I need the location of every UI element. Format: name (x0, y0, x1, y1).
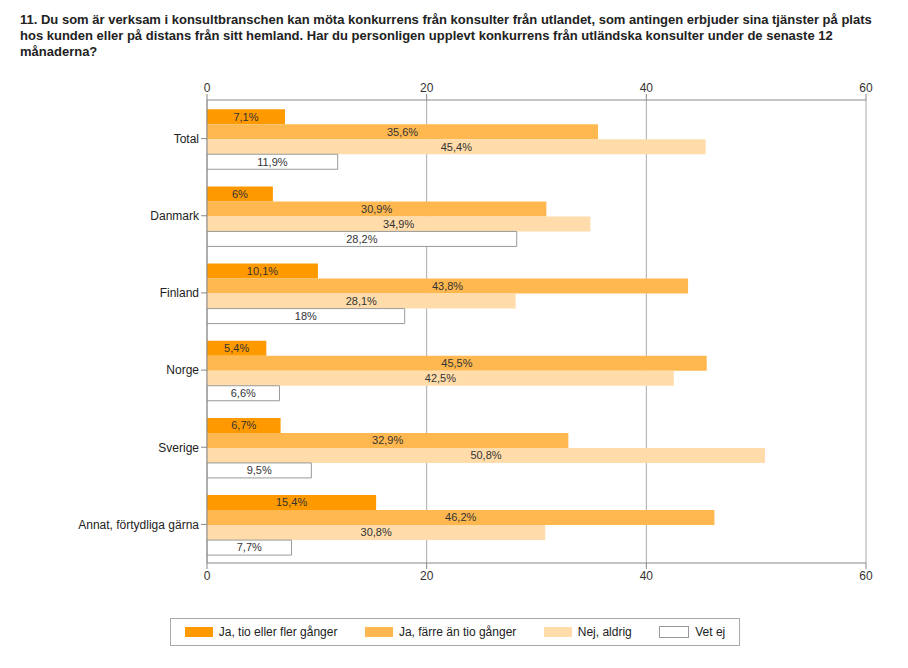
svg-text:5,4%: 5,4% (224, 342, 249, 354)
svg-text:45,4%: 45,4% (441, 141, 472, 153)
svg-text:Finland: Finland (160, 286, 199, 300)
svg-text:11,9%: 11,9% (257, 156, 288, 168)
svg-text:0: 0 (204, 569, 211, 583)
svg-text:30,8%: 30,8% (361, 526, 392, 538)
svg-text:42,5%: 42,5% (425, 372, 456, 384)
svg-text:46,2%: 46,2% (445, 511, 476, 523)
svg-text:45,5%: 45,5% (441, 357, 472, 369)
svg-text:6,7%: 6,7% (231, 419, 256, 431)
svg-text:32,9%: 32,9% (372, 434, 403, 446)
html-text:Ja, tio eller fler gånger: Ja, tio eller fler gånger (218, 625, 338, 639)
svg-text:18%: 18% (295, 310, 317, 322)
svg-text:Total: Total (174, 132, 199, 146)
svg-text:Norge: Norge (166, 363, 199, 377)
svg-text:20: 20 (420, 81, 434, 95)
svg-text:50,8%: 50,8% (470, 449, 501, 461)
svg-text:28,2%: 28,2% (346, 233, 377, 245)
svg-text:40: 40 (640, 569, 654, 583)
svg-text:0: 0 (204, 81, 211, 95)
svg-text:6%: 6% (232, 188, 248, 200)
svg-text:30,9%: 30,9% (361, 203, 392, 215)
svg-text:28,1%: 28,1% (346, 295, 377, 307)
svg-text:9,5%: 9,5% (247, 464, 272, 476)
svg-text:Annat, förtydliga gärna: Annat, förtydliga gärna (78, 518, 199, 532)
svg-text:43,8%: 43,8% (432, 280, 463, 292)
svg-text:10,1%: 10,1% (247, 265, 278, 277)
html-text:11. Du som är verksam i konsul: 11. Du som är verksam i konsultbranschen… (20, 12, 872, 59)
svg-text:40: 40 (640, 81, 654, 95)
svg-text:60: 60 (859, 569, 873, 583)
html-text:Ja, färre än tio gånger: Ja, färre än tio gånger (398, 625, 517, 639)
svg-text:20: 20 (420, 569, 434, 583)
html-text:Vet ej: Vet ej (695, 625, 726, 639)
html-text:Nej, aldrig: Nej, aldrig (577, 625, 632, 639)
svg-text:35,6%: 35,6% (387, 126, 418, 138)
svg-text:60: 60 (859, 81, 873, 95)
svg-text:7,7%: 7,7% (237, 541, 262, 553)
svg-text:34,9%: 34,9% (383, 218, 414, 230)
svg-text:7,1%: 7,1% (233, 111, 258, 123)
svg-text:Sverige: Sverige (158, 441, 199, 455)
svg-text:6,6%: 6,6% (231, 387, 256, 399)
svg-text:Danmark: Danmark (150, 209, 200, 223)
svg-text:15,4%: 15,4% (276, 496, 307, 508)
